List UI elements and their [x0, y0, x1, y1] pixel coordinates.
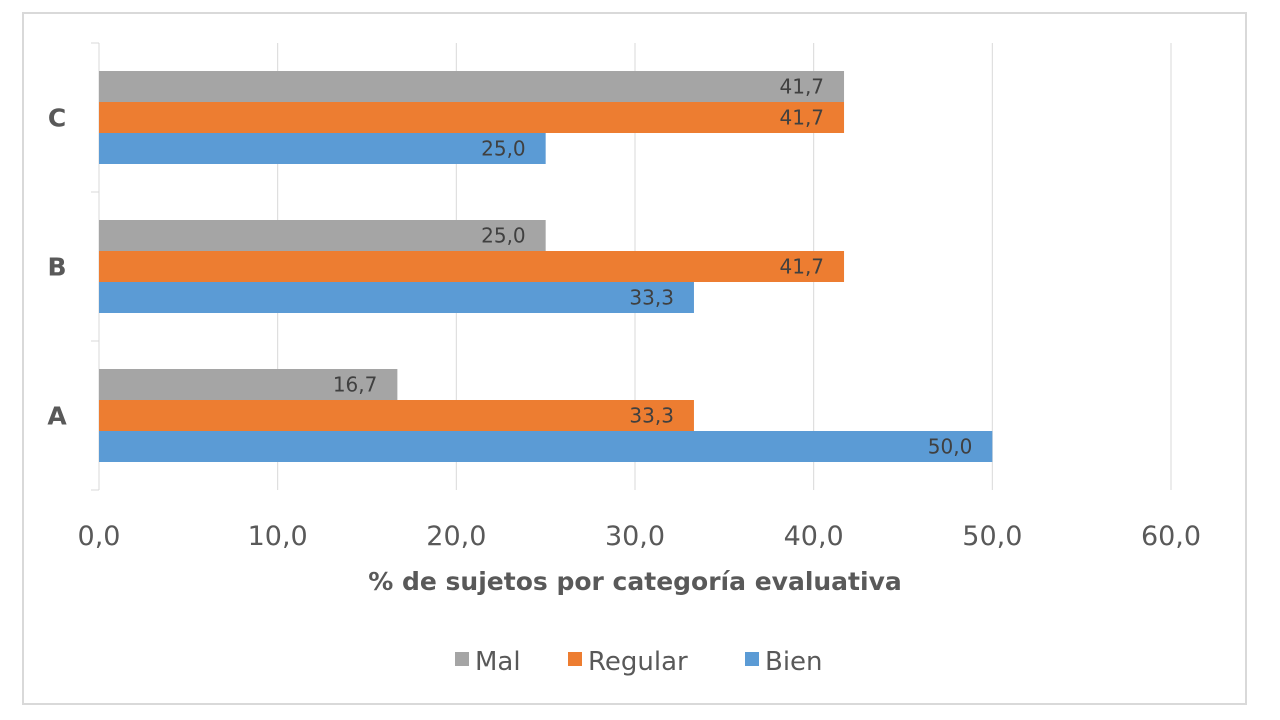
data-label: 41,7 [780, 106, 825, 130]
data-label: 50,0 [928, 435, 973, 459]
y-category-label: C [48, 104, 66, 133]
legend-label-mal: Mal [475, 647, 521, 677]
data-label: 33,3 [629, 404, 674, 428]
bar-mal [99, 369, 398, 400]
x-tick-label: 10,0 [248, 521, 308, 552]
data-label: 16,7 [333, 373, 378, 397]
y-category-label: B [47, 253, 66, 282]
data-label: 33,3 [629, 286, 674, 310]
legend-swatch-regular [568, 652, 582, 666]
x-tick-label: 20,0 [426, 521, 486, 552]
data-label: 25,0 [481, 224, 526, 248]
bar-bien [99, 133, 546, 164]
data-label: 25,0 [481, 137, 526, 161]
data-label: 41,7 [780, 75, 825, 99]
x-tick-label: 60,0 [1141, 521, 1201, 552]
bar-regular [99, 251, 845, 282]
x-tick-label: 30,0 [605, 521, 665, 552]
bar-bien [99, 282, 694, 313]
y-category-label: A [47, 402, 67, 431]
legend-swatch-bien [745, 652, 759, 666]
x-tick-label: 0,0 [78, 521, 121, 552]
x-tick-label: 40,0 [784, 521, 844, 552]
legend-label-regular: Regular [588, 647, 688, 677]
legend-swatch-mal [455, 652, 469, 666]
bar-mal [99, 220, 546, 251]
bar-mal [99, 71, 845, 102]
legend-label-bien: Bien [765, 647, 823, 677]
bar-regular [99, 102, 845, 133]
x-tick-label: 50,0 [962, 521, 1022, 552]
bar-regular [99, 400, 694, 431]
bar-bien [99, 431, 993, 462]
data-label: 41,7 [780, 255, 825, 279]
chart-frame [22, 12, 1247, 705]
x-axis-title: % de sujetos por categoría evaluativa [368, 567, 902, 596]
